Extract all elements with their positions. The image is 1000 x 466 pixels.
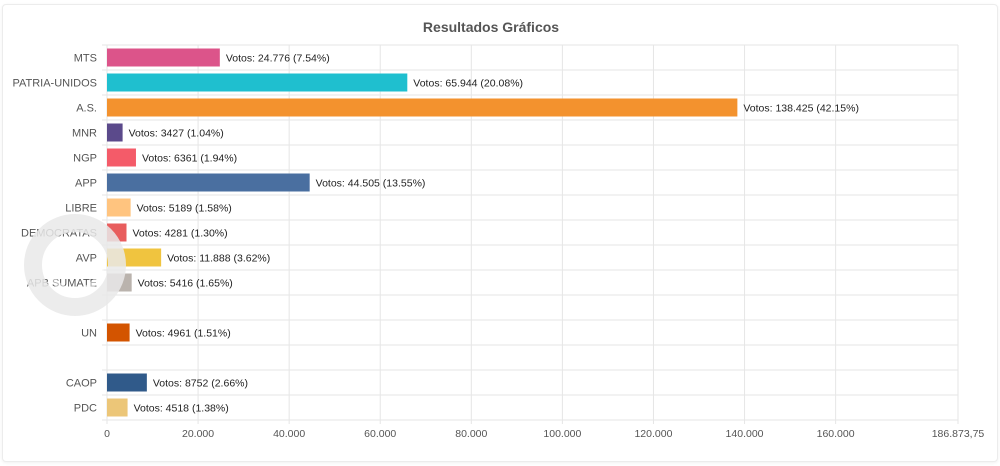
x-tick-label: 186.873,75: [932, 428, 985, 440]
x-tick-label: 40.000: [273, 428, 305, 440]
bar[interactable]: [107, 373, 147, 392]
x-tick-label: 20.000: [182, 428, 214, 440]
bar[interactable]: [107, 173, 310, 192]
data-label: Votos: 44.505 (13.55%): [316, 178, 426, 190]
data-label: Votos: 4518 (1.38%): [134, 403, 229, 415]
category-label: UN: [81, 328, 97, 340]
data-label: Votos: 138.425 (42.15%): [743, 103, 859, 115]
x-tick-label: 160.000: [817, 428, 855, 440]
data-label: Votos: 24.776 (7.54%): [226, 53, 330, 65]
bars-group: [107, 48, 738, 417]
x-tick-label: 0: [104, 428, 110, 440]
category-label: NGP: [73, 153, 97, 165]
data-label: Votos: 11.888 (3.62%): [167, 253, 270, 265]
watermark-logo-icon: [24, 214, 126, 316]
category-label: PATRIA-UNIDOS: [12, 78, 97, 90]
data-label: Votos: 65.944 (20.08%): [413, 78, 523, 90]
data-label: Votos: 8752 (2.66%): [153, 378, 248, 390]
x-tick-label: 80.000: [455, 428, 487, 440]
data-label: Votos: 6361 (1.94%): [142, 153, 237, 165]
bar[interactable]: [107, 398, 128, 417]
category-label: APP: [75, 178, 97, 190]
x-axis-ticks: 0 20.000 40.000 60.000 80.000 100.000 120.000 1…: [104, 428, 984, 440]
bar[interactable]: [107, 73, 408, 92]
data-label: Votos: 4281 (1.30%): [132, 228, 227, 240]
data-label: Votos: 5416 (1.65%): [138, 278, 233, 290]
chart-title: Resultados Gráficos: [422, 19, 560, 35]
x-tick-label: 100.000: [543, 428, 581, 440]
data-label: Votos: 4961 (1.51%): [136, 328, 231, 340]
category-label: MNR: [72, 128, 97, 140]
category-label: A.S.: [76, 103, 97, 115]
category-label: PDC: [74, 403, 97, 415]
x-tick-label: 120.000: [634, 428, 672, 440]
bar[interactable]: [107, 198, 131, 217]
x-tick-label: 60.000: [364, 428, 396, 440]
bar[interactable]: [107, 323, 130, 342]
bar[interactable]: [107, 123, 123, 142]
data-labels: Votos: 24.776 (7.54%) Votos: 65.944 (20.0…: [129, 53, 859, 415]
category-labels: MTSPATRIA-UNIDOSA.S.MNRNGPAPPLIBREDEMOCR…: [12, 53, 97, 415]
x-tick-label: 140.000: [726, 428, 764, 440]
category-label: AVP: [76, 253, 97, 265]
bar[interactable]: [107, 98, 738, 117]
category-label: MTS: [74, 53, 97, 65]
data-label: Votos: 3427 (1.04%): [129, 128, 224, 140]
category-label: CAOP: [66, 378, 97, 390]
bar[interactable]: [107, 148, 136, 167]
category-label: LIBRE: [65, 203, 97, 215]
data-label: Votos: 5189 (1.58%): [137, 203, 232, 215]
bar[interactable]: [107, 48, 220, 67]
